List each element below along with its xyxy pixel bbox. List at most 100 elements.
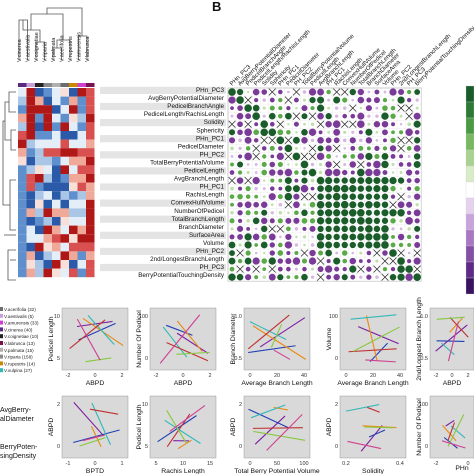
correlation-dot [406, 89, 412, 95]
correlation-dot [391, 162, 395, 167]
x-tick-label: 40 [301, 373, 307, 379]
correlation-dot [301, 169, 308, 176]
heatmap-cell [26, 260, 35, 269]
correlation-dot [391, 171, 395, 174]
heatmap-cell [26, 113, 35, 123]
heatmap-cell [18, 96, 27, 106]
correlation-dot [348, 208, 357, 217]
correlation-dot [277, 250, 284, 256]
correlation-dot [373, 241, 381, 249]
insignificant-cross [413, 249, 421, 257]
correlation-dot [341, 193, 349, 200]
correlation-dot [327, 106, 331, 110]
correlation-dot [333, 184, 341, 193]
correlation-dot [365, 233, 373, 241]
correlation-dot [373, 185, 381, 193]
dendrogram-branch [22, 20, 41, 42]
x-tick-label: 0.2 [342, 461, 350, 467]
correlation-dot [277, 194, 283, 200]
heatmap-cell [52, 217, 61, 226]
correlation-dot [413, 257, 421, 265]
color-scale-segment [465, 197, 474, 215]
heatmap-cell [86, 122, 95, 131]
heatmap-cell [69, 88, 78, 97]
heatmap-cell [26, 242, 35, 252]
correlation-dot [373, 168, 381, 177]
insignificant-cross [308, 152, 317, 161]
correlation-dot [284, 241, 293, 249]
correlation-dot [325, 193, 332, 200]
x-axis-label: Average Branch Length [241, 380, 313, 387]
correlation-dot [390, 266, 396, 272]
correlation-dot [383, 90, 387, 94]
plot-panel [243, 395, 311, 459]
correlation-dot [237, 161, 244, 168]
x-axis-label: PHn [455, 465, 468, 472]
heatmap-cell [35, 234, 44, 243]
correlation-dot [295, 131, 298, 134]
legend-swatch [0, 334, 3, 339]
insignificant-cross [260, 136, 268, 144]
heatmap-cell [60, 174, 69, 183]
heatmap-cell [60, 234, 69, 243]
correlation-dot [382, 146, 388, 151]
heatmap-cell [18, 268, 27, 278]
correlation-dot [268, 128, 277, 137]
correlation-dot [389, 273, 397, 281]
x-tick-label: 10 [180, 461, 186, 467]
heatmap-cell [35, 174, 44, 183]
correlation-dot [407, 243, 412, 247]
heatmap-cell [77, 225, 86, 235]
correlation-dot [252, 104, 260, 112]
correlation-dot [228, 129, 236, 136]
correlation-dot [301, 128, 308, 136]
correlation-dot [285, 258, 292, 265]
heatmap-cell [77, 96, 86, 106]
heatmap-cell [77, 122, 86, 131]
correlation-dot [375, 106, 379, 110]
insignificant-cross [228, 176, 236, 185]
correlation-dot [261, 234, 267, 240]
y-tick-label: 0 [425, 444, 428, 450]
correlation-dot [316, 217, 325, 225]
correlation-dot [245, 266, 251, 272]
correlation-dot [277, 218, 283, 224]
correlation-dot [311, 235, 314, 239]
regression-line [252, 427, 303, 429]
correlation-dot [308, 168, 317, 177]
regression-line [364, 426, 394, 429]
regression-line [436, 340, 465, 342]
trait-row-labels: PHn_PC3AvgBerryPotentialDiameterPedicelB… [100, 86, 226, 279]
heatmap-cell [26, 139, 35, 149]
correlation-dot [365, 200, 373, 209]
y-tick-label: 10 [142, 402, 148, 408]
legend-swatch [0, 327, 3, 332]
correlation-dot [244, 136, 252, 144]
correlation-dot [301, 209, 308, 217]
correlation-dot [365, 152, 373, 161]
regression-line [367, 406, 380, 413]
heatmap-cell [43, 96, 52, 106]
color-scale-segment [465, 181, 474, 199]
correlation-dot [303, 122, 306, 126]
x-axis-label: ABPD [443, 380, 462, 387]
correlation-dot [357, 153, 365, 160]
correlation-dot [262, 267, 267, 271]
regression-line [365, 359, 396, 363]
correlation-dot [230, 114, 234, 118]
heatmap-cell [60, 88, 69, 97]
correlation-dot [237, 170, 243, 175]
heatmap-cell [69, 234, 78, 243]
correlation-dot [399, 130, 404, 135]
trait-label: AvgBerryPotentialDiameter [148, 95, 224, 102]
correlation-dot [325, 161, 332, 168]
x-tick-label: 0 [248, 373, 251, 379]
y-axis-label: Branch Diameter [230, 313, 237, 365]
heatmap-cell [52, 96, 61, 106]
correlation-dot [244, 128, 252, 137]
correlation-dot [245, 186, 251, 192]
column-color-bar [18, 83, 27, 87]
y-tick-label: 0.5 [234, 356, 242, 362]
heatmap-dendrogram [18, 7, 88, 60]
correlation-dot [228, 96, 236, 104]
